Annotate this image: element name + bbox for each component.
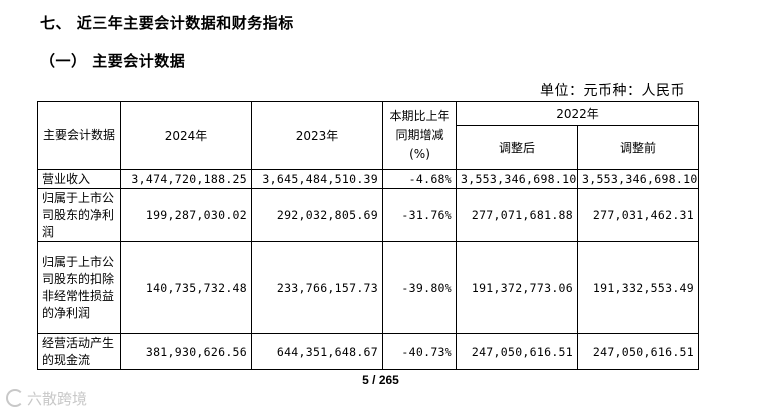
row-name: 归属于上市公司股东的净利润	[37, 188, 121, 242]
header-2024: 2024年	[120, 101, 252, 170]
cell-change: -31.76%	[382, 188, 457, 242]
header-change: 本期比上年同期增减(%)	[382, 101, 457, 170]
table-subheader-row: 调整后 调整前	[38, 125, 700, 170]
cell-2024: 199,287,030.02	[120, 188, 252, 242]
cell-2022-before: 3,553,346,698.10	[576, 169, 700, 189]
cell-change: -4.68%	[382, 169, 457, 189]
section-heading: 七、 近三年主要会计数据和财务指标	[40, 14, 294, 32]
watermark: 六散跨境	[6, 388, 87, 409]
table-header-row: 主要会计数据 2024年 2023年 本期比上年同期增减(%) 2022年	[37, 101, 700, 170]
cell-2022-adjusted: 247,050,616.51	[456, 333, 578, 370]
watermark-text: 六散跨境	[27, 390, 88, 408]
table-row: 归属于上市公司股东的净利润 199,287,030.02 292,032,805…	[37, 188, 700, 242]
unit-label: 单位：元币种：人民币	[540, 83, 685, 99]
cell-2024: 140,735,732.48	[120, 241, 252, 334]
cell-2023: 292,032,805.69	[251, 188, 383, 242]
header-adjusted: 调整后	[456, 125, 578, 170]
cell-change: -40.73%	[382, 333, 457, 370]
watermark-logo-icon	[6, 389, 24, 407]
table-row: 经营活动产生的现金流 381,930,626.56 644,351,648.67…	[37, 333, 700, 370]
header-name: 主要会计数据	[37, 101, 121, 170]
cell-2022-adjusted: 3,553,346,698.10	[456, 169, 578, 189]
cell-2023: 644,351,648.67	[251, 333, 383, 370]
cell-change: -39.80%	[382, 241, 457, 334]
header-before-adjust: 调整前	[576, 125, 700, 170]
page-number: 5 / 265	[362, 373, 399, 387]
table-row: 归属于上市公司股东的扣除非经常性损益的净利润 140,735,732.48 23…	[37, 241, 700, 334]
row-name: 经营活动产生的现金流	[37, 333, 121, 370]
cell-2022-before: 191,332,553.49	[576, 241, 700, 334]
cell-2024: 381,930,626.56	[120, 333, 252, 370]
cell-2022-adjusted: 191,372,773.06	[456, 241, 578, 334]
header-2023: 2023年	[251, 101, 383, 170]
cell-2022-before: 247,050,616.51	[576, 333, 700, 370]
cell-2022-adjusted: 277,071,681.88	[456, 188, 578, 242]
header-2022: 2022年	[455, 101, 700, 126]
subsection-heading: （一） 主要会计数据	[40, 52, 186, 70]
cell-2022-before: 277,031,462.31	[576, 188, 700, 242]
cell-2023: 233,766,157.73	[251, 241, 383, 334]
row-name: 营业收入	[37, 169, 121, 189]
row-name: 归属于上市公司股东的扣除非经常性损益的净利润	[37, 241, 121, 334]
accounting-data-table: 主要会计数据 2024年 2023年 本期比上年同期增减(%) 2022年 调整…	[37, 101, 700, 370]
cell-2023: 3,645,484,510.39	[251, 169, 383, 189]
table-row: 营业收入 3,474,720,188.25 3,645,484,510.39 -…	[37, 169, 700, 189]
cell-2024: 3,474,720,188.25	[120, 169, 252, 189]
